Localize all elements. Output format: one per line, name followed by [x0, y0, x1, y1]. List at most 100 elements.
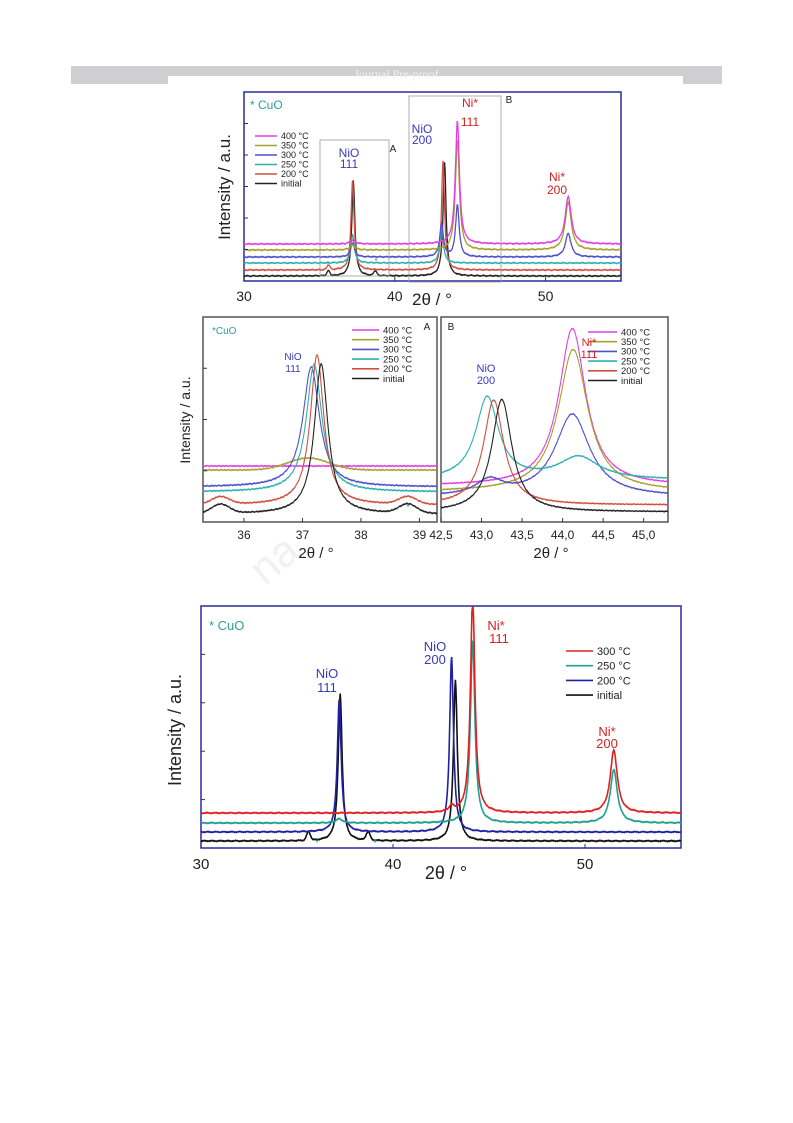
- panel-b-xtick-label: 42,5: [429, 528, 453, 542]
- bottom-nio-label: 200: [424, 652, 446, 667]
- panel-a-legend-label: 350 °C: [383, 335, 412, 346]
- panel-a-series-line: [202, 353, 438, 506]
- panel-b-legend-label: 350 °C: [621, 337, 650, 348]
- top-series-line: [243, 160, 622, 272]
- bottom-series-line: [200, 639, 682, 825]
- panel-a-cuo-star: *: [227, 504, 230, 513]
- top-panel-letter-b: B: [506, 95, 513, 106]
- panel-a-cuo-star: *: [406, 503, 409, 512]
- top-legend-label: 300 °C: [281, 150, 309, 160]
- panel-a-series-line: [202, 362, 438, 515]
- panel-a-series-line: [202, 464, 438, 468]
- panel-b-xlabel: 2θ / °: [533, 545, 568, 562]
- panel-b-nio-label: NiO: [477, 363, 496, 375]
- bottom-xtick-label: 30: [193, 856, 210, 873]
- panel-a-legend-label: 200 °C: [383, 364, 412, 375]
- top-zoom-box-b: [408, 95, 502, 283]
- panel-a-letter: A: [424, 322, 431, 333]
- bottom-cuo-star: *: [373, 838, 377, 849]
- bottom-series-line: [200, 679, 682, 843]
- top-ni-label: Ni*: [462, 96, 478, 110]
- bottom-ylabel: Intensity / a.u.: [165, 674, 185, 786]
- panel-b-legend-label: 250 °C: [621, 356, 650, 367]
- panel-b-xtick-label: 44,5: [591, 528, 615, 542]
- panel-b-xtick-label: 43,5: [510, 528, 534, 542]
- bottom-legend-label: 250 °C: [597, 661, 631, 673]
- panel-b-legend-label: 200 °C: [621, 366, 650, 377]
- top-cuo-star: *: [326, 260, 329, 269]
- panel-a-series-line: [202, 365, 438, 488]
- panel-a-legend-label: 300 °C: [383, 345, 412, 356]
- top-ylabel: Intensity / a.u.: [215, 134, 234, 240]
- top-nio-label: 111: [340, 157, 359, 171]
- top-ni-label: Ni*: [549, 170, 565, 184]
- top-series-line: [243, 139, 622, 252]
- bottom-legend-label: initial: [597, 690, 622, 702]
- top-ni-label: 200: [547, 183, 567, 197]
- top-xtick-label: 50: [538, 288, 554, 304]
- panel-b-ni-label: Ni*: [582, 337, 597, 349]
- header-inner: [168, 76, 683, 85]
- panel-b-series-line: [440, 398, 669, 513]
- bottom-plot-frame: [200, 605, 682, 849]
- panel-a-xlabel: 2θ / °: [298, 545, 333, 562]
- bottom-series-line: [200, 606, 681, 815]
- top-nio-label: NiO: [339, 146, 360, 160]
- panel-b-series-line: [440, 395, 669, 480]
- bottom-nio-label: NiO: [424, 639, 446, 654]
- panel-a-legend-label: 400 °C: [383, 325, 412, 336]
- top-legend-label: 200 °C: [281, 169, 309, 179]
- panel-a-xtick-label: 36: [237, 528, 251, 542]
- top-ni-label: 111: [461, 115, 480, 129]
- bottom-ni-label: Ni*: [487, 618, 504, 633]
- panel-b-frame: [440, 316, 669, 523]
- top-cuo-star: *: [374, 257, 377, 266]
- top-cuo-label: * CuO: [250, 98, 283, 112]
- bottom-nio-label: 111: [317, 680, 337, 695]
- bottom-ni-label: 200: [596, 736, 618, 751]
- top-series-line: [243, 162, 622, 278]
- top-nio-label: NiO: [412, 122, 433, 136]
- top-legend-label: 350 °C: [281, 141, 309, 151]
- panel-b-legend-label: 400 °C: [621, 327, 650, 338]
- panel-a-nio-label: NiO: [284, 352, 301, 363]
- panel-a-ylabel: Intensity / a.u.: [177, 376, 193, 463]
- panel-a-legend-label: initial: [383, 374, 405, 385]
- panel-b-legend-label: 300 °C: [621, 347, 650, 358]
- bottom-series-line: [200, 656, 682, 834]
- bottom-ni-label: 111: [489, 631, 509, 646]
- panel-a-series-line: [202, 362, 438, 493]
- top-series-line: [243, 225, 622, 265]
- top-xtick-label: 40: [387, 288, 403, 304]
- panel-a-xtick-label: 39: [413, 528, 427, 542]
- top-series-line: [243, 204, 622, 259]
- panel-b-letter: B: [448, 322, 455, 333]
- panel-b-series-line: [440, 412, 669, 495]
- panel-a-series-line: [202, 456, 438, 472]
- bottom-legend-label: 200 °C: [597, 675, 631, 687]
- bottom-xlabel: 2θ / °: [425, 863, 467, 883]
- top-legend-label: 250 °C: [281, 160, 309, 170]
- top-panel-letter-a: A: [390, 144, 397, 155]
- bottom-cuo-star: *: [315, 838, 319, 849]
- panel-a-xtick-label: 37: [296, 528, 310, 542]
- top-series-line: [243, 120, 622, 246]
- panel-a-nio-label: 111: [285, 364, 301, 375]
- top-legend-label: 400 °C: [281, 131, 309, 141]
- panel-b-xtick-label: 44,0: [551, 528, 575, 542]
- panel-b-ni-label: 111: [581, 349, 598, 361]
- bottom-xtick-label: 40: [385, 856, 402, 873]
- top-nio-label: 200: [412, 133, 432, 147]
- panel-a-xtick-label: 38: [354, 528, 368, 542]
- panel-a-legend-label: 250 °C: [383, 354, 412, 365]
- top-legend-label: initial: [281, 179, 302, 189]
- bottom-ni-label: Ni*: [598, 724, 615, 739]
- top-xlabel: 2θ / °: [412, 290, 452, 309]
- panel-b-series-line: [440, 399, 669, 506]
- bottom-xtick-label: 50: [577, 856, 594, 873]
- panel-b-xtick-label: 45,0: [632, 528, 656, 542]
- bottom-legend-label: 300 °C: [597, 646, 631, 658]
- panel-b-xtick-label: 43,0: [470, 528, 494, 542]
- journal-header: Journal Pre-proof: [354, 67, 439, 81]
